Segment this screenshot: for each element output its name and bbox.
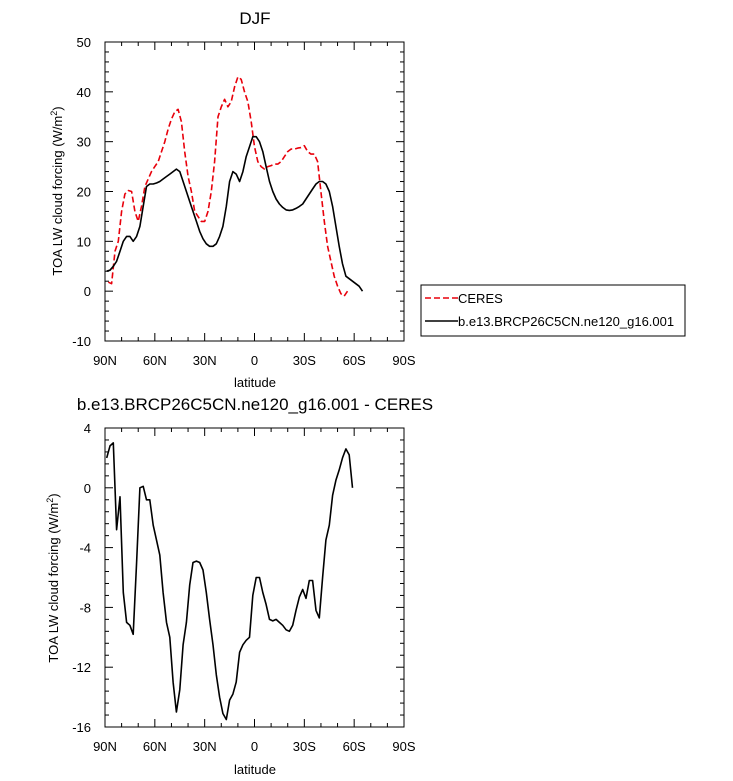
legend: CERES b.e13.BRCP26C5CN.ne120_g16.001 [420, 284, 686, 337]
top-panel-x-tick-label: 90N [93, 353, 117, 368]
bottom-panel-y-tick-label: -4 [79, 541, 91, 556]
bottom-panel-y-axis-label-close: ) [46, 493, 61, 497]
top-panel-y-tick-label: 0 [84, 284, 91, 299]
bottom-panel-y-tick-label: -16 [72, 720, 91, 735]
top-panel-y-axis-label-sup: 2 [49, 111, 59, 116]
top-panel-y-tick-label: 30 [77, 135, 91, 150]
bottom-panel-x-tick-label: 30N [193, 739, 217, 754]
bottom-panel-x-tick-label: 0 [251, 739, 258, 754]
bottom-panel-x-axis-label: latitude [234, 762, 276, 777]
top-panel-x-tick-label: 30S [293, 353, 316, 368]
top-panel: DJF -10 0 10 20 30 40 50 90N 60N 30N 0 30S 60S 90S l… [49, 9, 686, 390]
top-panel-title: DJF [239, 9, 270, 28]
legend-label-ceres: CERES [458, 291, 503, 306]
top-panel-x-ticks: 90N 60N 30N 0 30S 60S 90S [93, 42, 416, 368]
top-panel-x-axis-label: latitude [234, 375, 276, 390]
top-panel-x-tick-label: 60N [143, 353, 167, 368]
bottom-panel-x-tick-label: 90S [392, 739, 415, 754]
bottom-panel-y-axis-label-sup: 2 [45, 498, 55, 503]
top-panel-series [106, 76, 364, 297]
top-panel-x-tick-label: 30N [193, 353, 217, 368]
bottom-panel-series-line-0 [105, 442, 354, 721]
top-panel-x-tick-label: 90S [392, 353, 415, 368]
top-panel-x-tick-label: 0 [251, 353, 258, 368]
top-panel-y-axis-label-close: ) [50, 106, 65, 110]
top-panel-series-line-1 [106, 135, 364, 292]
legend-label-model: b.e13.BRCP26C5CN.ne120_g16.001 [458, 314, 674, 329]
top-panel-x-tick-label: 60S [343, 353, 366, 368]
top-panel-y-tick-label: 10 [77, 234, 91, 249]
top-panel-y-axis-label-main: TOA LW cloud forcing (W/m [50, 116, 65, 276]
bottom-panel-x-tick-label: 60N [143, 739, 167, 754]
bottom-panel-x-tick-label: 60S [343, 739, 366, 754]
top-panel-y-tick-label: -10 [72, 334, 91, 349]
bottom-panel-y-tick-label: -8 [79, 600, 91, 615]
top-panel-y-tick-label: 50 [77, 35, 91, 50]
bottom-panel-y-ticks: -16 -12 -8 -4 0 4 [72, 421, 404, 735]
bottom-panel-y-axis-label-main: TOA LW cloud forcing (W/m [46, 503, 61, 663]
bottom-panel-x-tick-label: 90N [93, 739, 117, 754]
bottom-panel-frame [104, 427, 405, 728]
bottom-panel-title: b.e13.BRCP26C5CN.ne120_g16.001 - CERES [77, 395, 433, 414]
top-panel-y-tick-label: 40 [77, 85, 91, 100]
legend-box [420, 284, 686, 337]
top-panel-y-ticks: -10 0 10 20 30 40 50 [72, 35, 404, 349]
bottom-panel-y-axis-label: TOA LW cloud forcing (W/m2) [45, 493, 61, 662]
bottom-panel-x-ticks: 90N 60N 30N 0 30S 60S 90S [93, 428, 416, 754]
top-panel-y-tick-label: 20 [77, 185, 91, 200]
bottom-panel-y-tick-label: -12 [72, 660, 91, 675]
bottom-panel-series [105, 442, 354, 721]
bottom-panel: b.e13.BRCP26C5CN.ne120_g16.001 - CERES -… [45, 395, 433, 777]
bottom-panel-y-tick-label: 4 [84, 421, 91, 436]
bottom-panel-x-tick-label: 30S [293, 739, 316, 754]
top-panel-series-line-0 [107, 76, 349, 297]
top-panel-frame [104, 41, 405, 342]
top-panel-y-axis-label: TOA LW cloud forcing (W/m2) [49, 106, 65, 275]
bottom-panel-y-tick-label: 0 [84, 481, 91, 496]
